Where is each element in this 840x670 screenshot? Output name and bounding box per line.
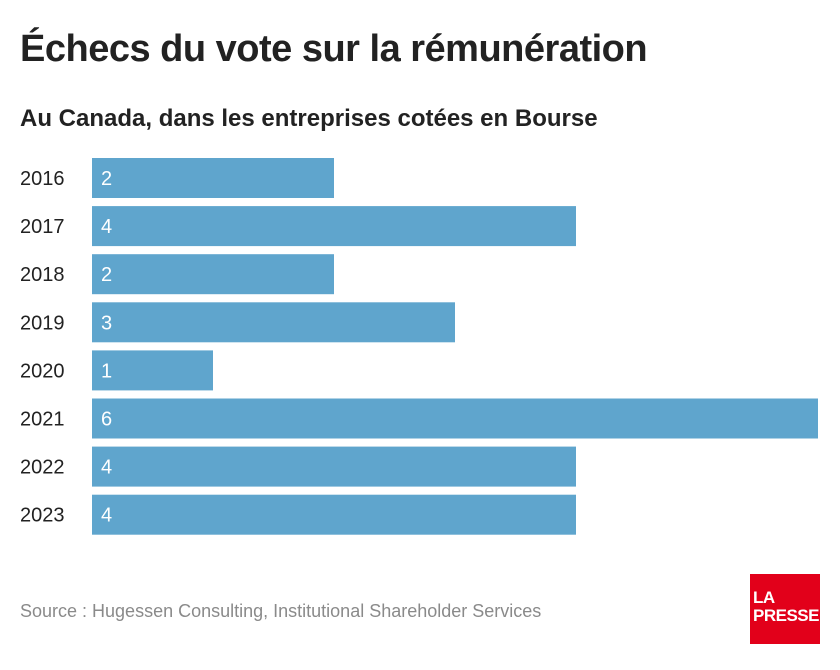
bar-2022 (92, 446, 576, 487)
logo-line-2: PRESSE (753, 606, 819, 625)
bar-2017 (92, 206, 576, 247)
category-label: 2016 (20, 168, 65, 190)
bar-2023 (92, 494, 576, 535)
category-label: 2022 (20, 457, 65, 479)
category-label: 2023 (20, 505, 65, 527)
bar-2016 (92, 158, 334, 198)
value-label: 2 (101, 264, 112, 286)
value-label: 6 (101, 409, 112, 431)
bar-2021 (92, 398, 818, 439)
value-label: 4 (101, 505, 112, 527)
bar-2019 (92, 302, 455, 343)
value-label: 4 (101, 216, 112, 238)
bar-2018 (92, 254, 334, 295)
source-note: Source : Hugessen Consulting, Institutio… (20, 601, 542, 621)
value-label: 2 (101, 168, 112, 190)
category-label: 2019 (20, 312, 65, 334)
category-label: 2018 (20, 264, 65, 286)
category-label: 2021 (20, 409, 65, 431)
logo-line-1: LA (753, 588, 775, 607)
value-label: 1 (101, 360, 112, 382)
la-presse-logo: LA PRESSE (750, 574, 820, 644)
bar-chart: 2016 2 2017 4 2018 2 2019 3 2020 1 2021 6 2022 4 2023 4 (20, 158, 818, 535)
value-label: 3 (101, 312, 112, 334)
chart-title: Échecs du vote sur la rémunération (20, 28, 648, 70)
bar-2020 (92, 350, 213, 391)
category-label: 2020 (20, 360, 65, 382)
chart-subtitle: Au Canada, dans les entreprises cotées e… (20, 105, 598, 132)
category-label: 2017 (20, 216, 65, 238)
value-label: 4 (101, 457, 112, 479)
